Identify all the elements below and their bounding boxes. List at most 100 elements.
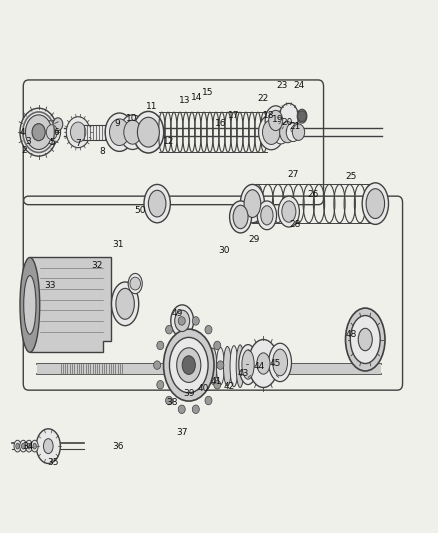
Ellipse shape [36, 429, 60, 463]
Ellipse shape [357, 328, 371, 351]
Ellipse shape [53, 118, 63, 131]
Circle shape [178, 317, 185, 325]
Text: 50: 50 [134, 206, 145, 215]
Ellipse shape [233, 205, 247, 229]
Text: 33: 33 [45, 281, 56, 289]
Ellipse shape [43, 439, 53, 454]
Text: 3: 3 [25, 137, 31, 146]
Ellipse shape [216, 348, 224, 385]
Ellipse shape [265, 106, 286, 135]
Bar [81, 125, 107, 140]
Text: 16: 16 [214, 119, 226, 128]
Text: 43: 43 [237, 369, 248, 377]
Ellipse shape [169, 337, 208, 393]
Ellipse shape [350, 316, 379, 364]
Text: 44: 44 [253, 362, 264, 371]
Ellipse shape [272, 349, 287, 376]
Ellipse shape [281, 201, 295, 222]
Text: 40: 40 [197, 384, 208, 392]
Circle shape [213, 381, 220, 389]
Ellipse shape [137, 117, 159, 147]
Ellipse shape [32, 124, 45, 141]
Text: 41: 41 [210, 377, 221, 385]
Ellipse shape [25, 440, 32, 452]
Ellipse shape [279, 122, 295, 143]
Ellipse shape [257, 201, 276, 230]
Ellipse shape [208, 348, 216, 384]
Text: 15: 15 [201, 88, 212, 97]
Ellipse shape [256, 353, 269, 374]
Text: 10: 10 [126, 114, 137, 123]
Bar [37, 364, 380, 374]
Text: 4: 4 [20, 128, 25, 136]
Ellipse shape [279, 103, 298, 131]
Text: 27: 27 [287, 171, 298, 179]
Text: 7: 7 [75, 140, 81, 148]
Ellipse shape [46, 125, 57, 140]
Ellipse shape [248, 340, 278, 387]
Circle shape [297, 111, 306, 122]
Text: 20: 20 [280, 118, 292, 127]
Text: 45: 45 [269, 359, 281, 368]
Ellipse shape [111, 282, 138, 326]
Ellipse shape [241, 350, 254, 379]
Text: 2: 2 [21, 146, 27, 155]
Ellipse shape [272, 120, 289, 144]
Circle shape [216, 361, 223, 369]
Circle shape [192, 405, 199, 414]
Ellipse shape [70, 122, 86, 142]
Text: 28: 28 [289, 221, 300, 229]
Text: 23: 23 [276, 81, 287, 90]
Ellipse shape [105, 113, 134, 151]
Text: 8: 8 [99, 148, 105, 156]
Ellipse shape [124, 120, 141, 144]
Ellipse shape [174, 310, 189, 332]
Text: 5: 5 [49, 138, 55, 147]
Ellipse shape [133, 111, 163, 153]
Circle shape [156, 341, 163, 350]
Ellipse shape [182, 356, 195, 374]
Ellipse shape [43, 120, 60, 144]
Text: 21: 21 [289, 122, 300, 131]
Ellipse shape [25, 115, 52, 150]
Text: 35: 35 [47, 458, 58, 466]
Text: 19: 19 [272, 115, 283, 124]
Text: 42: 42 [223, 382, 234, 391]
Ellipse shape [33, 443, 36, 449]
Ellipse shape [20, 257, 39, 352]
Text: 6: 6 [53, 128, 59, 136]
Ellipse shape [170, 305, 193, 337]
Text: 18: 18 [262, 111, 274, 119]
Text: 34: 34 [22, 442, 33, 451]
Ellipse shape [278, 196, 299, 227]
Ellipse shape [230, 345, 237, 387]
Text: 24: 24 [292, 81, 304, 90]
Circle shape [178, 405, 185, 414]
Text: 38: 38 [166, 398, 177, 407]
Ellipse shape [244, 190, 260, 217]
Text: 31: 31 [112, 240, 123, 248]
Ellipse shape [292, 124, 304, 140]
Ellipse shape [148, 190, 166, 217]
Ellipse shape [262, 120, 279, 144]
Ellipse shape [128, 273, 142, 294]
Text: 9: 9 [114, 119, 120, 128]
Text: 12: 12 [163, 137, 174, 146]
Ellipse shape [240, 184, 264, 223]
Text: 37: 37 [176, 429, 187, 437]
Text: 26: 26 [306, 190, 318, 199]
Text: 36: 36 [112, 442, 123, 451]
Ellipse shape [176, 348, 201, 383]
Ellipse shape [260, 206, 272, 225]
Circle shape [165, 326, 172, 334]
Circle shape [213, 341, 220, 350]
Ellipse shape [120, 115, 145, 150]
Ellipse shape [236, 345, 244, 387]
Text: 48: 48 [345, 330, 356, 339]
Text: 29: 29 [247, 236, 259, 244]
Text: 17: 17 [227, 111, 239, 119]
Text: 49: 49 [171, 309, 182, 318]
Text: 22: 22 [257, 94, 268, 103]
Text: 14: 14 [190, 93, 201, 101]
Ellipse shape [110, 119, 129, 146]
